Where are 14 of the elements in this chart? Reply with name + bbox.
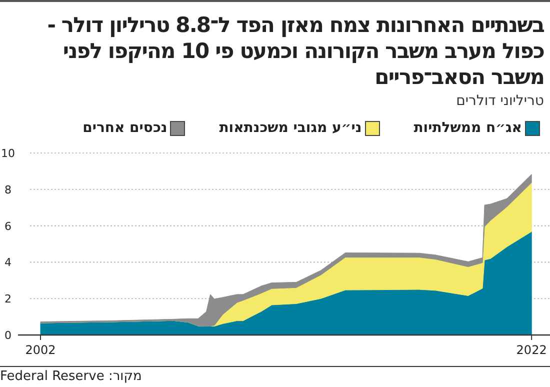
annotation: מקור: Federal Reserve	[0, 369, 142, 384]
y-tick-label: 8	[4, 183, 12, 196]
y-tick-label: 10	[1, 147, 15, 160]
y-tick-label: 0	[4, 329, 12, 342]
legend-label: אג״ח ממשלתיות	[414, 120, 522, 136]
x-tick-label: 2022	[516, 343, 547, 357]
legend-label: ני״ע מגובי משכנתאות	[219, 120, 362, 136]
x-tick-label: 2002	[25, 343, 56, 357]
subtitle: טריליוני דולרים	[455, 93, 544, 109]
y-tick-label: 2	[4, 292, 12, 306]
title: בשנתיים האחרונות צמח מאזן הפד ל־8.8 טריליון דולר - כפול מערב משבר הקורונה וכמעט פי 10 מהיקפו לפני משבר הסאב־פריים	[46, 12, 544, 90]
legend-label: נכסים אחרים	[82, 120, 168, 136]
y-tick-label: 6	[4, 220, 12, 233]
y-tick-label: 4	[4, 256, 12, 270]
